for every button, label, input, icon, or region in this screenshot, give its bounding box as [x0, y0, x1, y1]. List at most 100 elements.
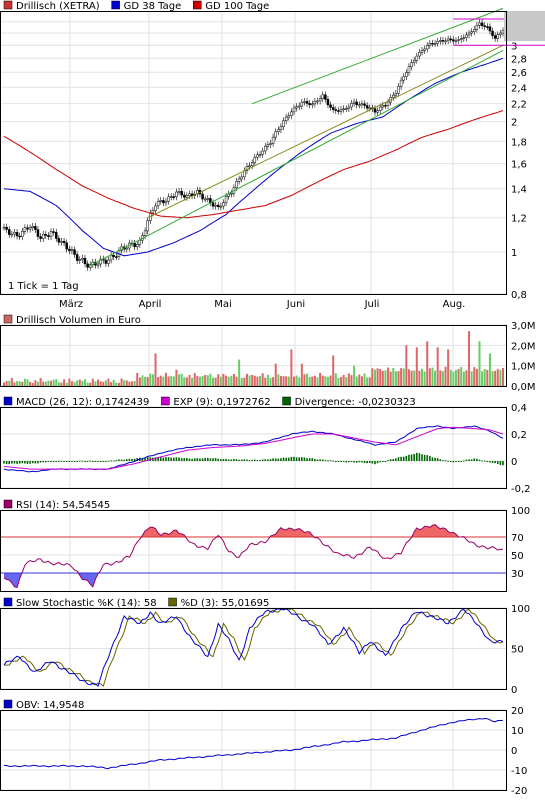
volume-bar — [447, 349, 450, 386]
candle-body — [392, 94, 395, 98]
volume-bar — [225, 375, 228, 386]
divergence-bar — [342, 461, 345, 462]
divergence-bar — [230, 459, 233, 461]
candle-body — [415, 55, 419, 61]
candle-body — [240, 176, 243, 180]
divergence-bar — [39, 461, 42, 463]
volume-bar — [473, 367, 476, 386]
candle-body — [162, 200, 165, 204]
divergence-bar — [60, 460, 63, 462]
volume-bar — [21, 381, 24, 386]
volume-bar — [191, 377, 194, 386]
volume-bar — [76, 380, 79, 386]
candle-body — [454, 40, 458, 42]
volume-bar — [104, 380, 107, 386]
volume-bar — [201, 376, 204, 386]
divergence-bar — [272, 458, 274, 461]
candle-body — [452, 39, 455, 42]
volume-bar — [269, 377, 272, 386]
divergence-bar — [460, 461, 462, 462]
candle-body — [109, 255, 113, 261]
volume-bar — [112, 379, 115, 386]
candle-body — [219, 205, 223, 208]
volume-bar — [144, 376, 147, 386]
candle-body — [483, 25, 486, 27]
candle-body — [36, 229, 40, 237]
divergence-bar — [442, 460, 444, 462]
divergence-bar — [298, 457, 301, 461]
y-tick-label: 0,4 — [511, 403, 527, 414]
candle-body — [39, 236, 42, 239]
candle-body — [216, 204, 220, 207]
y-tick-label: 2,8 — [511, 54, 527, 65]
candle-body — [402, 76, 405, 81]
divergence-bar — [24, 461, 26, 464]
volume-bar — [36, 381, 39, 386]
divergence-bar — [502, 461, 504, 466]
divergence-bar — [431, 457, 434, 461]
volume-bar — [245, 373, 248, 386]
divergence-bar — [303, 457, 306, 461]
candle-body — [172, 196, 176, 198]
candle-body — [423, 48, 426, 51]
volume-bar — [502, 367, 504, 386]
divergence-bar — [222, 458, 225, 461]
volume-bar — [178, 374, 181, 386]
volume-bar — [251, 374, 254, 386]
volume-bar — [488, 353, 491, 386]
candle-body — [81, 258, 84, 260]
volume-bar — [151, 374, 154, 386]
divergence-bar — [353, 461, 355, 463]
y-tick-label: 2,6 — [511, 68, 527, 79]
legend-label: EXP (9): 0,1972762 — [173, 397, 270, 408]
volume-bar — [81, 380, 84, 386]
divergence-bar — [225, 458, 227, 461]
divergence-bar — [254, 459, 256, 461]
candle-body — [350, 103, 353, 108]
divergence-bar — [465, 459, 468, 461]
candle-body — [292, 107, 296, 113]
divergence-bar — [31, 461, 34, 464]
volume-bar — [400, 368, 403, 386]
candle-body — [115, 256, 118, 258]
candle-body — [10, 233, 14, 236]
y-tick-label: 1,8 — [511, 137, 527, 148]
divergence-bar — [261, 459, 264, 461]
divergence-bar — [55, 461, 58, 462]
y-tick-label: 1,6 — [511, 160, 527, 171]
candle-body — [274, 131, 277, 138]
divergence-bar — [107, 460, 110, 462]
legend-label: %D (3): 55,01695 — [181, 598, 270, 609]
volume-bar — [52, 379, 55, 386]
candle-body — [376, 110, 379, 113]
divergence-bar — [118, 459, 120, 461]
divergence-bar — [382, 461, 384, 462]
divergence-bar — [206, 457, 209, 461]
stoch-k-line — [3, 608, 504, 687]
candle-body — [368, 107, 372, 110]
volume-bar — [8, 380, 11, 386]
volume-bar — [50, 380, 53, 386]
volume-bar — [83, 379, 86, 386]
divergence-bar — [102, 461, 105, 462]
divergence-bar — [162, 457, 165, 461]
divergence-bar — [316, 459, 319, 461]
candle-body — [488, 26, 492, 32]
divergence-bar — [308, 458, 311, 461]
y-tick-label: -10 — [511, 766, 527, 777]
volume-bar — [381, 370, 384, 386]
volume-bar — [324, 376, 327, 386]
divergence-bar — [188, 458, 191, 461]
panel-frame — [0, 407, 507, 489]
candle-body — [83, 258, 87, 265]
panel-volume: 3,0M 2,0M 1,0M 0,0M Drillisch Volumen in Eur… — [0, 314, 536, 393]
y-tick-label: 3 — [511, 41, 517, 52]
candle-body — [237, 178, 241, 182]
panel-frame — [0, 710, 507, 791]
candle-body — [397, 86, 400, 94]
candle-body — [360, 103, 364, 106]
volume-bar — [486, 369, 489, 386]
divergence-bar — [332, 460, 334, 462]
trend-line — [147, 44, 504, 219]
volume-bar — [405, 345, 408, 386]
